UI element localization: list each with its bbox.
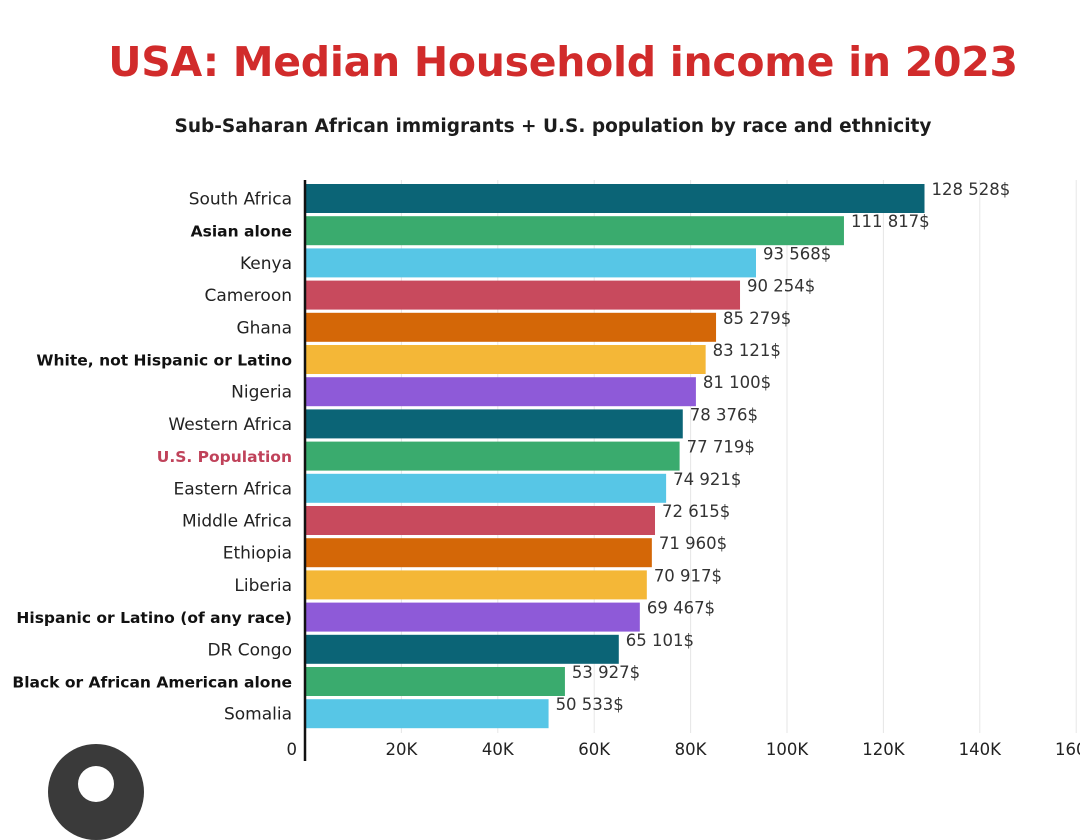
value-label: 111 817$ (851, 212, 930, 231)
x-tick-label: 80K (675, 740, 708, 759)
value-label: 128 528$ (932, 180, 1011, 199)
category-label: Hispanic or Latino (of any race) (16, 609, 292, 627)
category-label: DR Congo (207, 640, 292, 660)
x-tick-label: 40K (482, 740, 515, 759)
category-label: White, not Hispanic or Latino (36, 352, 292, 370)
bar-chart: South Africa 128 528$ Asian alone 111 817$ K… (12, 180, 1080, 761)
value-label: 65 101$ (626, 631, 694, 650)
x-tick-label: 120K (862, 740, 905, 759)
value-label: 83 121$ (713, 341, 781, 360)
bar (305, 312, 717, 342)
category-label: Middle Africa (182, 512, 292, 532)
category-label: Asian alone (191, 223, 292, 241)
value-label: 72 615$ (662, 502, 730, 521)
bar (305, 602, 640, 632)
category-label: South Africa (189, 190, 292, 210)
x-tick-label: 160K (1055, 740, 1080, 759)
bar (305, 377, 696, 407)
category-label: Ghana (236, 318, 292, 338)
value-label: 69 467$ (647, 599, 715, 618)
category-label: Ethiopia (223, 544, 292, 564)
category-label: Western Africa (168, 415, 292, 435)
category-label: Nigeria (231, 383, 292, 403)
chart-subtitle: Sub-Saharan African immigrants + U.S. po… (174, 116, 932, 137)
category-label: U.S. Population (157, 448, 292, 466)
category-label: Black or African American alone (12, 674, 292, 692)
bar (305, 699, 549, 729)
value-label: 78 376$ (690, 405, 758, 424)
bar (305, 409, 683, 439)
bar (305, 216, 844, 246)
x-tick-label: 100K (766, 740, 809, 759)
value-label: 70 917$ (654, 566, 722, 585)
x-tick-label: 0 (287, 740, 298, 759)
bar (305, 184, 925, 213)
category-label: Somalia (224, 705, 292, 725)
value-label: 81 100$ (703, 373, 771, 392)
x-tick-label: 20K (385, 740, 418, 759)
value-label: 53 927$ (572, 663, 640, 682)
category-label: Kenya (240, 254, 292, 274)
value-label: 77 719$ (687, 438, 755, 457)
category-label: Cameroon (205, 286, 293, 306)
value-label: 71 960$ (659, 534, 727, 553)
value-label: 90 254$ (747, 277, 815, 296)
value-label: 74 921$ (673, 470, 741, 489)
category-label: Eastern Africa (174, 479, 293, 499)
bar (305, 570, 647, 600)
x-tick-label: 140K (959, 740, 1002, 759)
bar (305, 473, 667, 503)
bar (305, 441, 680, 471)
category-label: Liberia (234, 576, 292, 596)
value-label: 50 533$ (556, 695, 624, 714)
bar (305, 538, 652, 568)
profile-avatar-icon[interactable] (48, 744, 144, 840)
bar (305, 634, 619, 664)
bar (305, 280, 741, 310)
x-tick-label: 60K (578, 740, 611, 759)
bar (305, 667, 565, 696)
bar (305, 345, 706, 374)
value-label: 85 279$ (723, 309, 791, 328)
value-label: 93 568$ (763, 244, 831, 263)
bar (305, 248, 756, 278)
chart-title: USA: Median Household income in 2023 (108, 38, 1018, 86)
bar (305, 506, 656, 535)
